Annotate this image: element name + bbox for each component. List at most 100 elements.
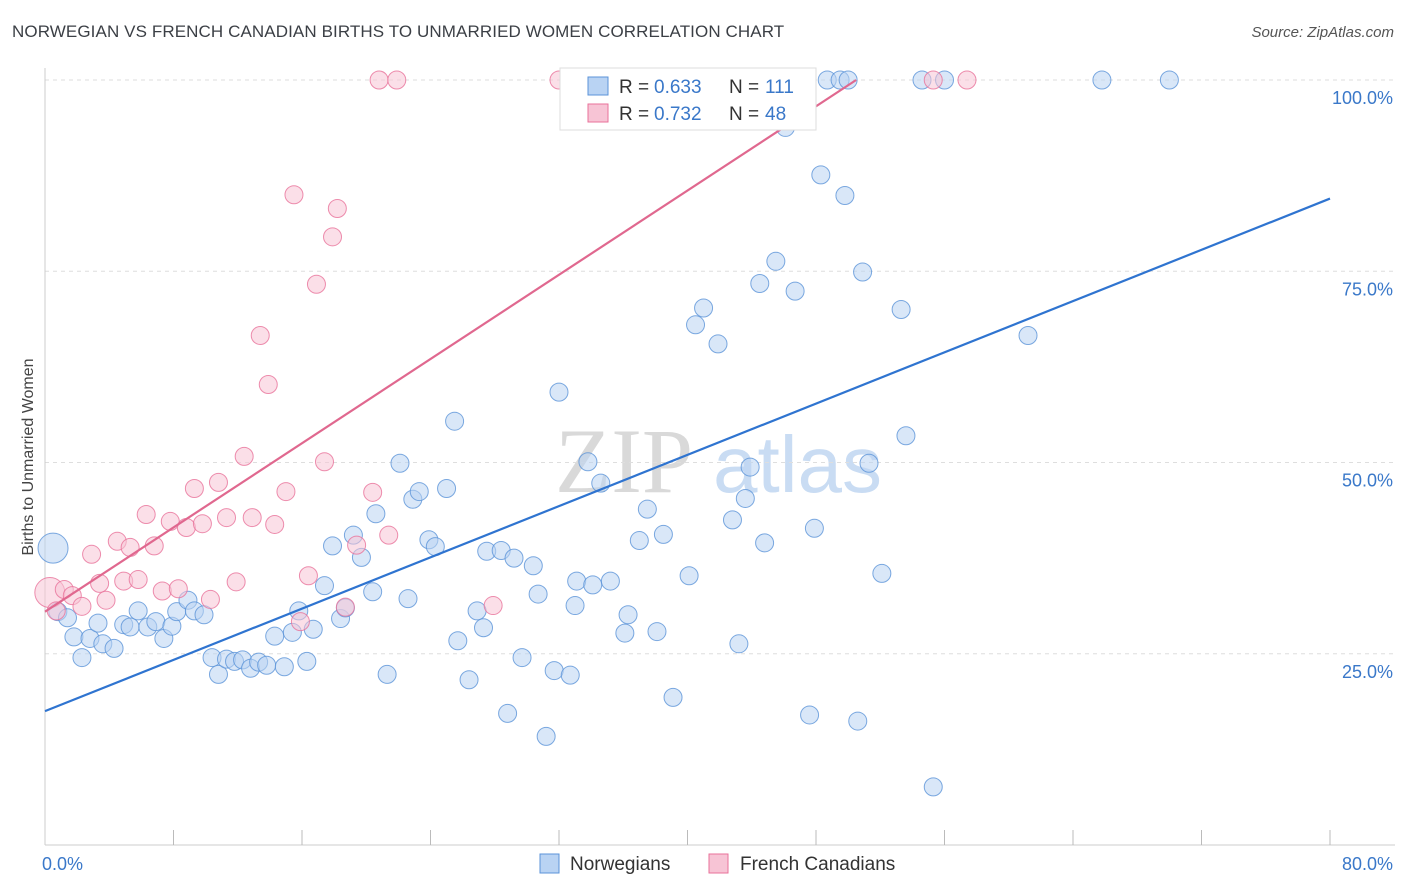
data-point	[64, 627, 84, 647]
data-point	[369, 70, 389, 90]
data-point	[276, 482, 296, 502]
data-point	[327, 199, 347, 219]
data-point	[257, 655, 277, 675]
data-point	[297, 651, 317, 671]
data-point	[565, 596, 585, 616]
data-point	[474, 618, 494, 638]
data-point	[363, 482, 383, 502]
data-point	[708, 334, 728, 354]
data-point	[82, 544, 102, 564]
data-point	[544, 661, 564, 681]
data-point	[120, 617, 140, 637]
data-point	[848, 711, 868, 731]
data-point	[459, 670, 479, 690]
bottom-legend-swatch-norwegians	[539, 853, 560, 874]
trend-lines	[44, 79, 1331, 713]
data-point	[835, 186, 855, 206]
data-point	[306, 274, 326, 294]
data-point	[363, 582, 383, 602]
data-point	[785, 281, 805, 301]
data-point	[735, 488, 755, 508]
data-point	[750, 273, 770, 293]
data-point	[872, 563, 892, 583]
watermark: ZIP atlas	[555, 410, 882, 512]
legend-swatch-norwegians	[587, 76, 609, 96]
data-point	[250, 326, 270, 346]
data-point	[549, 382, 569, 402]
data-point	[379, 525, 399, 545]
data-point	[409, 482, 429, 502]
legend-n-label-2: N =	[729, 104, 759, 125]
stats-legend: R = 0.633 N = 111 R = 0.732 N = 48	[559, 67, 817, 131]
data-point	[226, 572, 246, 592]
data-point	[445, 411, 465, 431]
data-point	[923, 777, 943, 797]
x-tick-labels: 0.0% 80.0%	[42, 854, 1393, 874]
data-point	[483, 596, 503, 616]
data-point	[679, 566, 699, 586]
data-point	[448, 631, 468, 651]
data-point	[536, 726, 556, 746]
y-axis-title: Births to Unmarried Women	[20, 358, 37, 555]
series-legend: Norwegians French Canadians	[539, 853, 895, 875]
data-point	[647, 622, 667, 642]
data-point	[957, 70, 977, 90]
data-point	[208, 472, 228, 492]
y-tick-label: 50.0%	[1342, 471, 1393, 491]
data-point	[347, 535, 367, 555]
data-point	[377, 664, 397, 684]
legend-swatch-french	[587, 103, 609, 123]
data-point	[740, 457, 760, 477]
x-tick-label: 0.0%	[42, 854, 83, 874]
data-point	[184, 479, 204, 499]
data-point	[896, 426, 916, 446]
data-point	[314, 576, 334, 596]
data-point	[168, 579, 188, 599]
data-point	[437, 479, 457, 499]
data-point	[128, 570, 148, 590]
data-point	[335, 597, 355, 617]
data-point	[853, 262, 873, 282]
data-point	[859, 453, 879, 473]
data-point	[838, 70, 858, 90]
data-point	[120, 537, 140, 557]
data-point	[234, 446, 254, 466]
data-point	[104, 638, 124, 658]
data-point	[694, 298, 714, 318]
y-tick-label: 100.0%	[1332, 88, 1393, 108]
data-point	[504, 548, 524, 568]
data-point	[176, 518, 196, 538]
data-point	[663, 687, 683, 707]
bottom-legend-norwegians: Norwegians	[570, 854, 670, 875]
data-point	[152, 581, 172, 601]
legend-n-value-1: 111	[765, 77, 794, 98]
data-point	[274, 657, 294, 677]
gridlines	[45, 79, 1395, 655]
data-point	[72, 648, 92, 668]
data-point	[615, 623, 635, 643]
x-axis-ticks	[173, 830, 1331, 845]
legend-r-label-2: R =	[619, 104, 649, 125]
data-point	[629, 531, 649, 551]
trend-line-french-canadians	[44, 79, 857, 613]
data-point	[200, 589, 220, 609]
bottom-legend-swatch-french	[708, 853, 729, 874]
data-point	[800, 705, 820, 725]
data-point	[729, 634, 749, 654]
data-point	[498, 703, 518, 723]
data-point	[390, 453, 410, 473]
data-point	[1018, 326, 1038, 346]
data-point	[467, 601, 487, 621]
data-point	[284, 185, 304, 205]
data-point	[578, 452, 598, 472]
y-tick-label: 75.0%	[1342, 279, 1393, 299]
data-point	[265, 626, 285, 646]
data-point	[618, 605, 638, 625]
data-point	[653, 524, 673, 544]
data-point	[72, 596, 92, 616]
data-point	[398, 589, 418, 609]
data-point	[387, 70, 407, 90]
bottom-legend-french-canadians: French Canadians	[740, 854, 895, 875]
legend-r-label-1: R =	[619, 77, 649, 98]
source-label: Source: ZipAtlas.com	[1251, 24, 1394, 41]
